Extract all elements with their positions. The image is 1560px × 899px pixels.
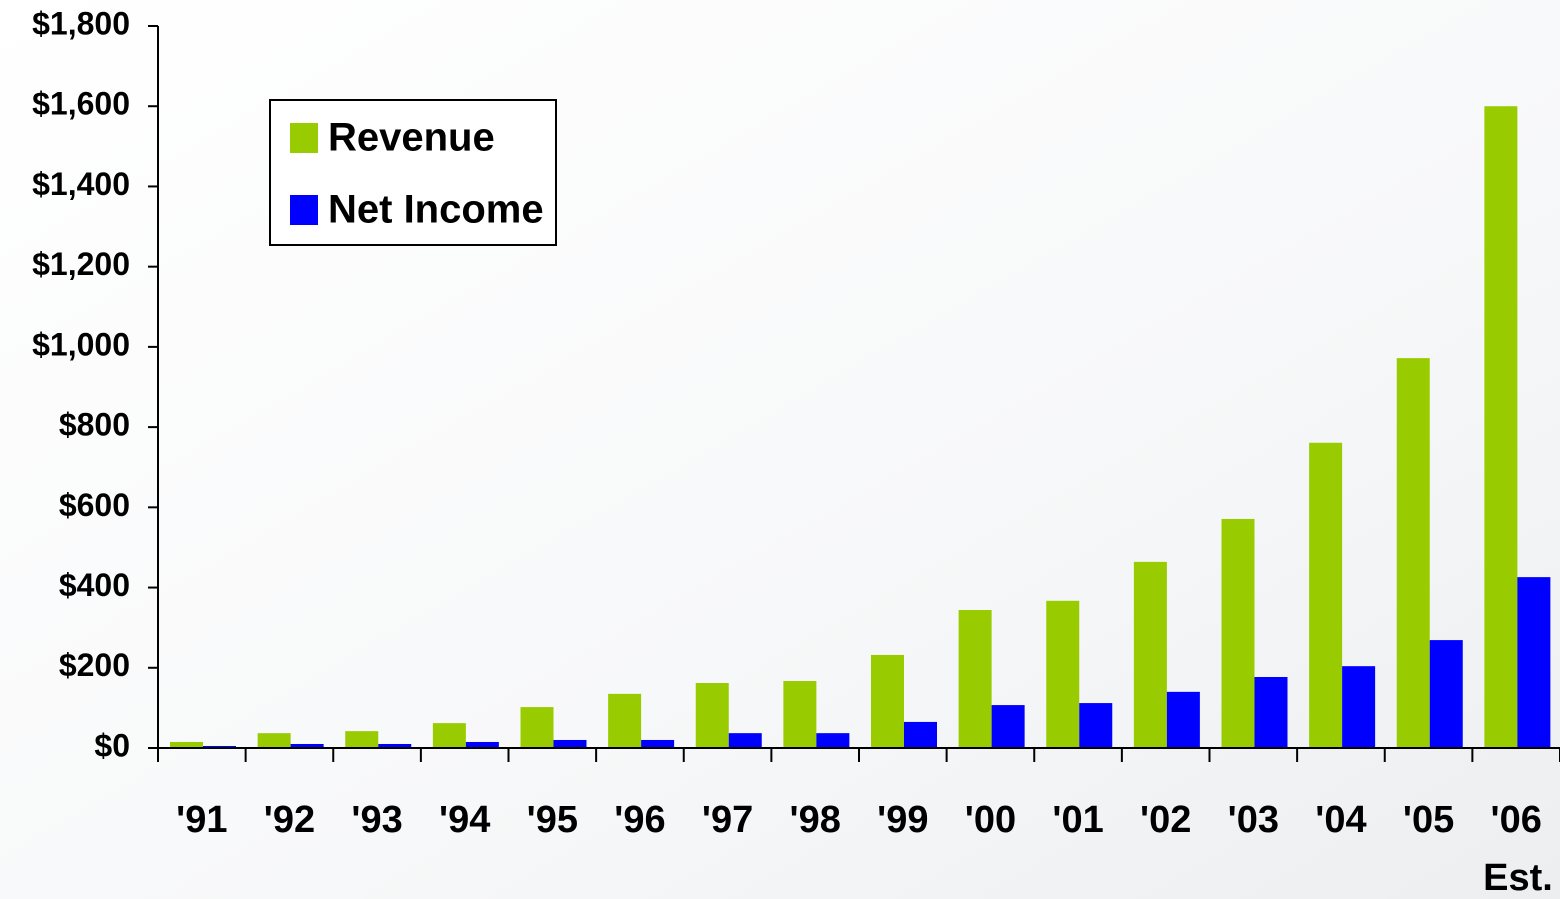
x-tick-label: '97	[702, 799, 753, 841]
x-tick-label: '00	[965, 799, 1016, 841]
x-tick-label: '94	[439, 799, 490, 841]
y-tick-label: $1,800	[32, 5, 130, 41]
y-tick-label: $400	[59, 567, 130, 603]
bar	[520, 707, 554, 748]
x-tick-label: '98	[790, 799, 841, 841]
bar	[695, 683, 729, 748]
y-tick-label: $1,400	[32, 166, 130, 202]
y-tick-label: $1,600	[32, 86, 130, 122]
legend-label: Revenue	[328, 116, 495, 160]
x-tick-label: '95	[527, 799, 578, 841]
x-tick-label: '01	[1052, 799, 1103, 841]
bar	[608, 693, 642, 748]
annotation: Est.	[1483, 857, 1553, 899]
y-tick-label: $800	[59, 407, 130, 443]
bar	[1309, 442, 1343, 748]
bar	[1221, 518, 1255, 748]
x-tick-label: '02	[1140, 799, 1191, 841]
x-tick-label: '91	[176, 799, 227, 841]
bar	[904, 721, 937, 748]
y-tick-label: $0	[94, 727, 130, 763]
bar	[290, 743, 324, 748]
bar	[1517, 577, 1551, 748]
legend-swatch	[290, 123, 318, 153]
legend-label: Net Income	[328, 188, 544, 232]
y-tick-label: $1,200	[32, 246, 130, 282]
bar	[203, 745, 236, 748]
y-tick-label: $200	[59, 647, 130, 683]
bar	[553, 739, 587, 748]
bar	[1429, 640, 1463, 748]
bar	[871, 654, 904, 748]
bar	[465, 741, 499, 748]
bar	[257, 733, 291, 748]
bar	[816, 733, 850, 748]
bar	[1166, 691, 1200, 748]
bar	[1396, 358, 1430, 748]
bar	[728, 733, 762, 748]
x-tick-label: '03	[1228, 799, 1279, 841]
x-tick-label: '93	[351, 799, 402, 841]
bar	[1484, 106, 1518, 748]
x-tick-label: '96	[614, 799, 665, 841]
bar	[1254, 677, 1288, 748]
bar	[345, 731, 379, 748]
bar	[432, 723, 466, 748]
bar	[1046, 600, 1080, 748]
x-tick-label: '99	[877, 799, 928, 841]
bar	[991, 705, 1025, 748]
bar	[1133, 561, 1167, 748]
bar	[1079, 703, 1113, 748]
bar	[783, 681, 817, 748]
bar	[170, 741, 203, 748]
bar	[378, 743, 412, 748]
x-tick-label: '05	[1403, 799, 1454, 841]
bar	[958, 610, 992, 748]
bar	[1342, 666, 1376, 748]
y-tick-label: $600	[59, 487, 130, 523]
x-tick-label: '04	[1315, 799, 1366, 841]
legend-swatch	[290, 195, 318, 225]
y-tick-label: $1,000	[32, 326, 130, 362]
bar	[641, 739, 675, 748]
x-tick-label: '06	[1491, 799, 1542, 841]
x-tick-label: '92	[264, 799, 315, 841]
